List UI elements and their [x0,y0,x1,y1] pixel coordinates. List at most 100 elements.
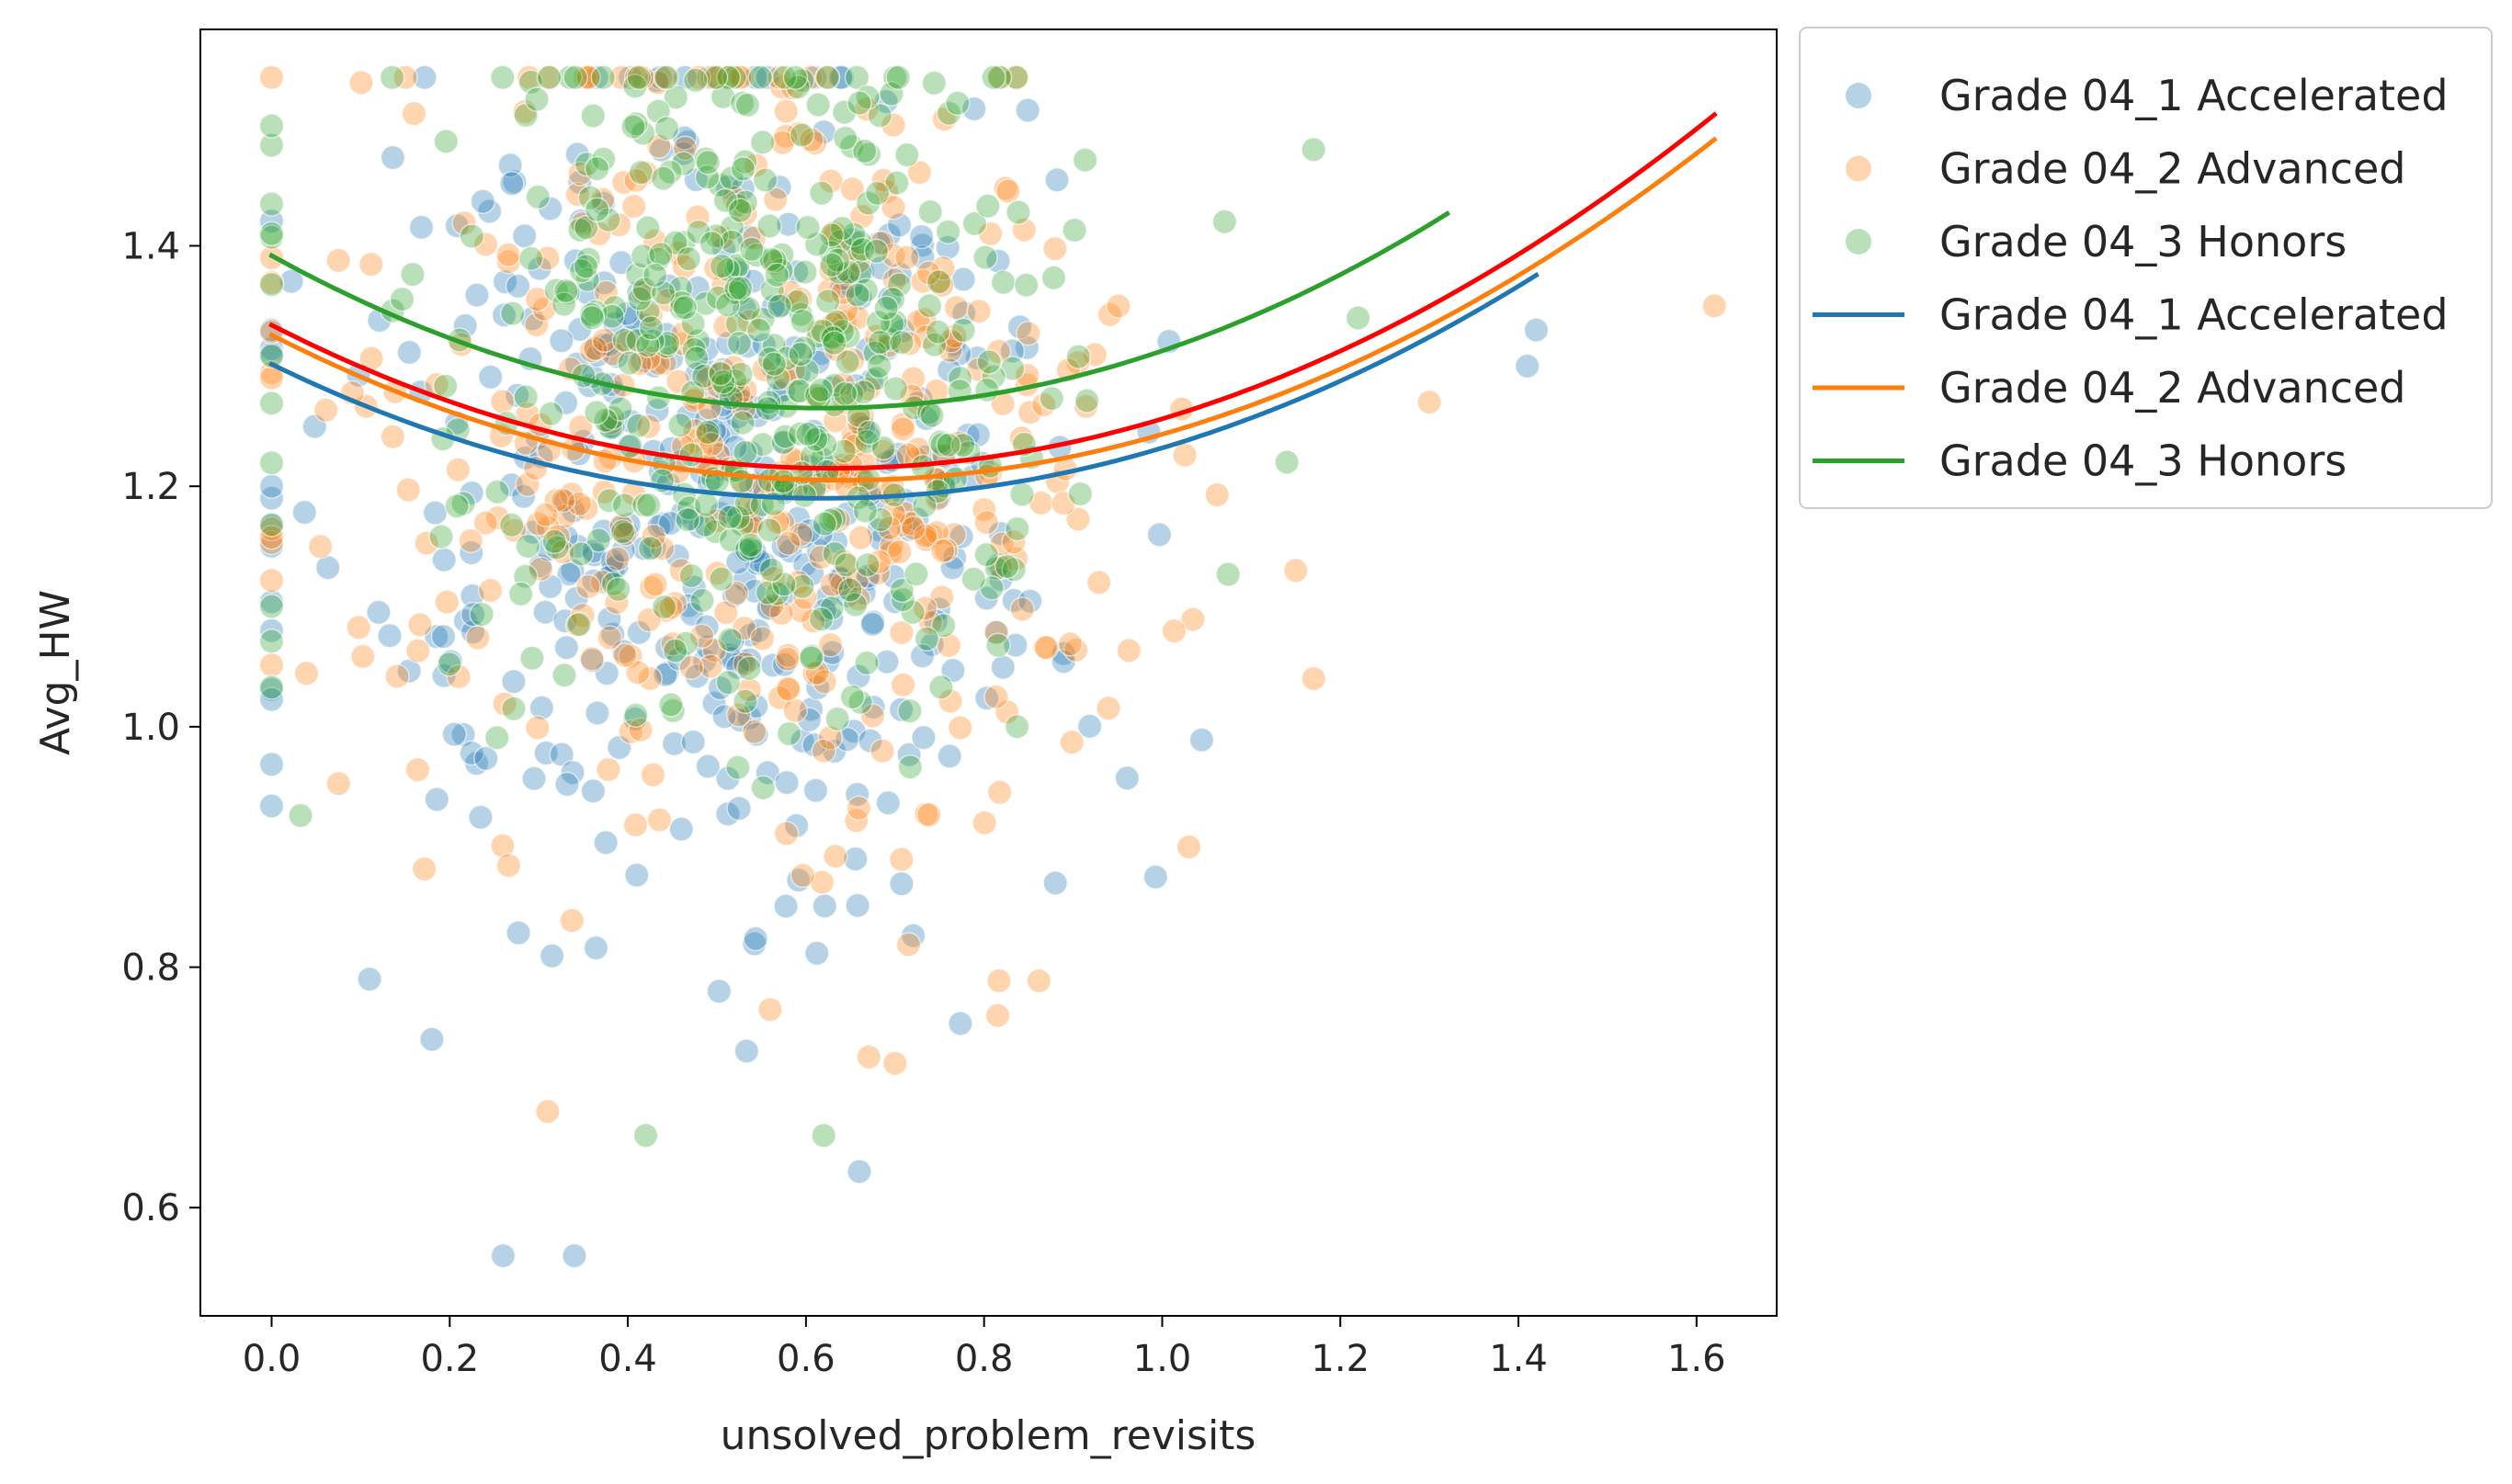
scatter-point-3 [889,329,915,356]
scatter-point-1 [908,223,935,250]
scatter-point-2 [856,1044,882,1070]
scatter-point-1 [459,740,485,766]
scatter-point-2 [984,1003,1011,1028]
scatter-point-1 [1044,167,1070,193]
scatter-point-3 [734,92,761,119]
scatter-point-1 [776,211,801,237]
scatter-point-2 [1416,389,1442,415]
scatter-point-3 [986,64,1013,91]
scatter-point-3 [541,528,567,555]
scatter-point-2 [658,595,684,620]
scatter-point-3 [790,308,816,334]
scatter-point-1 [804,940,830,967]
scatter-point-3 [568,541,595,567]
scatter-point-3 [928,674,954,700]
scatter-point-3 [727,275,754,301]
scatter-point-2 [804,660,830,686]
scatter-point-3 [617,350,642,376]
scatter-point-1 [990,654,1017,680]
scatter-point-3 [761,332,787,358]
scatter-point-1 [812,893,838,919]
scatter-point-3 [678,442,704,468]
x-tick-label: 0.4 [598,1338,657,1380]
scatter-point-3 [1074,388,1100,413]
scatter-point-1 [562,1242,587,1269]
scatter-point-2 [900,515,926,541]
scatter-point-2 [811,738,837,764]
scatter-point-3 [389,286,415,312]
y-tick-label: 0.8 [121,947,180,990]
scatter-point-3 [428,524,454,549]
scatter-point-3 [1065,344,1092,369]
scatter-point-3 [667,412,693,438]
scatter-point-2 [882,1050,908,1076]
scatter-point-1 [685,275,711,301]
scatter-point-3 [847,90,872,116]
scatter-point-1 [695,753,722,779]
scatter-point-3 [795,214,821,241]
scatter-point-1 [278,268,304,294]
scatter-point-1 [499,170,525,197]
scatter-point-3 [864,180,891,207]
scatter-point-2 [732,651,758,677]
scatter-point-2 [1204,481,1230,508]
scatter-point-1 [742,578,767,604]
scatter-point-3 [808,377,835,403]
scatter-point-1 [291,499,318,526]
scatter-point-3 [288,802,313,829]
scatter-point-3 [885,64,911,91]
scatter-point-1 [1015,97,1040,123]
scatter-point-1 [473,745,499,772]
scatter-point-3 [648,242,674,267]
scatter-point-3 [258,132,285,158]
scatter-point-3 [1005,515,1030,542]
scatter-point-1 [743,925,768,952]
scatter-point-1 [1142,864,1169,890]
scatter-point-3 [886,272,913,298]
scatter-point-2 [776,530,801,556]
scatter-point-1 [888,697,915,723]
scatter-point-1 [909,643,936,669]
x-tick-label: 1.4 [1489,1338,1548,1380]
scatter-point-1 [1188,727,1215,753]
scatter-point-1 [419,1026,445,1052]
scatter-point-2 [405,638,431,663]
scatter-point-2 [823,844,848,869]
scatter-point-2 [325,771,352,797]
scatter-point-1 [843,845,869,872]
scatter-point-1 [564,142,590,167]
scatter-point-2 [983,619,1009,645]
scatter-point-3 [831,99,858,125]
scatter-point-1 [889,871,915,897]
scatter-point-1 [477,364,504,391]
scatter-point-1 [1114,765,1141,791]
scatter-point-2 [688,623,715,649]
scatter-point-2 [881,194,906,221]
y-tick-label: 0.6 [121,1187,180,1229]
scatter-point-3 [524,86,550,112]
scatter-point-2 [646,807,673,833]
scatter-point-3 [870,435,896,461]
scatter-points [258,64,1727,1269]
scatter-point-3 [976,349,1002,375]
scatter-point-3 [689,587,715,614]
scatter-point-2 [985,338,1012,365]
scatter-point-3 [824,706,850,732]
scatter-point-3 [719,214,745,241]
x-tick-label: 0.0 [243,1338,301,1380]
legend-marker [1846,155,1871,182]
scatter-point-3 [681,336,707,363]
scatter-point-3 [863,238,890,265]
scatter-point-1 [644,397,670,424]
scatter-point-3 [803,232,830,257]
scatter-point-3 [767,293,792,319]
scatter-point-2 [790,862,816,889]
scatter-point-3 [258,594,285,619]
scatter-point-1 [783,812,810,839]
scatter-point-3 [654,115,680,142]
scatter-point-1 [1003,632,1029,658]
scatter-point-2 [472,510,499,536]
scatter-point-3 [999,356,1026,381]
scatter-point-1 [258,793,285,819]
scatter-point-2 [495,853,522,878]
